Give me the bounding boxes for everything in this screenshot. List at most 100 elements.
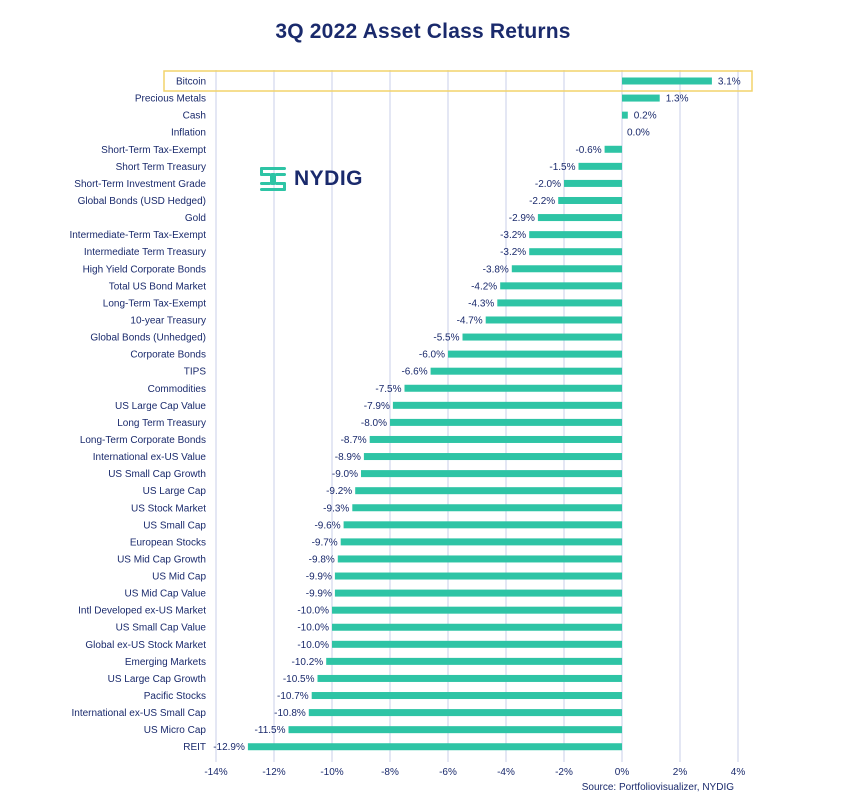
category-label: Cash (183, 111, 206, 122)
value-label: 0.0% (627, 128, 650, 139)
bar (622, 77, 712, 85)
category-label: US Mid Cap (152, 572, 206, 583)
category-label: 10-year Treasury (130, 315, 206, 326)
value-label: -10.2% (292, 657, 324, 668)
value-label: -7.5% (375, 384, 401, 395)
value-label: -6.0% (419, 350, 445, 361)
category-label: Bitcoin (176, 77, 206, 88)
bar (404, 384, 622, 392)
value-label: -11.5% (255, 725, 286, 736)
value-label: -4.2% (471, 281, 497, 292)
category-label: Global Bonds (Unhedged) (90, 333, 206, 344)
category-label: Long Term Treasury (117, 418, 206, 429)
value-label: -4.3% (468, 298, 494, 309)
category-label: US Stock Market (131, 503, 206, 514)
value-label: -3.2% (500, 247, 526, 258)
bar (332, 606, 622, 614)
bar (334, 589, 622, 597)
bar (326, 657, 622, 665)
bar (500, 282, 622, 290)
category-label: Pacific Stocks (144, 691, 206, 702)
value-label: 3.1% (718, 77, 741, 88)
category-label: US Small Cap (143, 520, 206, 531)
value-label: -10.0% (297, 606, 329, 617)
value-label: -10.8% (274, 708, 306, 719)
category-label: US Micro Cap (144, 725, 207, 736)
bar (558, 196, 622, 204)
bar (340, 538, 622, 546)
x-tick-label: 0% (615, 767, 630, 778)
value-label: 0.2% (634, 111, 657, 122)
category-label: Global ex-US Stock Market (85, 640, 206, 651)
bar (334, 572, 622, 580)
value-label: -9.3% (323, 503, 349, 514)
bar (355, 487, 622, 495)
value-label: -7.9% (364, 401, 390, 412)
category-label: European Stocks (130, 537, 206, 548)
bar (622, 94, 660, 102)
bar (332, 623, 622, 631)
value-label: -10.5% (283, 674, 315, 685)
bar (288, 726, 622, 734)
bar (352, 504, 622, 512)
bar (337, 555, 622, 563)
x-tick-label: -6% (439, 767, 457, 778)
category-label: Inflation (171, 128, 206, 139)
bar (390, 418, 622, 426)
bar (317, 674, 622, 682)
category-label: US Mid Cap Value (124, 589, 206, 600)
value-label: -9.7% (312, 537, 338, 548)
bar (361, 470, 622, 478)
value-label: -2.0% (535, 179, 561, 190)
highlight-box (163, 70, 753, 92)
category-label: Emerging Markets (125, 657, 206, 668)
value-label: -9.9% (306, 589, 332, 600)
category-label: International ex-US Value (93, 452, 207, 463)
category-label: Long-Term Tax-Exempt (103, 298, 206, 309)
category-label: US Large Cap (143, 486, 207, 497)
bar (462, 333, 622, 341)
category-label: Intl Developed ex-US Market (78, 606, 206, 617)
value-label: -10.0% (297, 640, 329, 651)
bar (247, 743, 622, 751)
category-label: REIT (183, 742, 206, 753)
value-label: -3.8% (483, 264, 509, 275)
value-label: -6.6% (401, 367, 427, 378)
value-label: -0.6% (575, 145, 601, 156)
bar (363, 453, 622, 461)
bar (529, 248, 622, 256)
category-label: Commodities (148, 384, 206, 395)
value-label: -1.5% (549, 162, 575, 173)
bar (578, 162, 622, 170)
bar (392, 401, 622, 409)
value-label: -9.2% (326, 486, 352, 497)
category-label: Short-Term Tax-Exempt (101, 145, 206, 156)
value-label: -10.7% (277, 691, 309, 702)
bar (448, 350, 622, 358)
category-label: Intermediate Term Treasury (84, 247, 206, 258)
bar (343, 521, 622, 529)
x-tick-label: -10% (320, 767, 343, 778)
value-label: -5.5% (433, 333, 459, 344)
category-label: US Small Cap Value (116, 623, 207, 634)
value-label: -8.9% (335, 452, 361, 463)
x-tick-label: 2% (673, 767, 688, 778)
x-tick-label: -2% (555, 767, 573, 778)
nydig-logo-icon (260, 167, 286, 191)
x-tick-label: -12% (262, 767, 285, 778)
category-label: High Yield Corporate Bonds (83, 264, 206, 275)
category-label: International ex-US Small Cap (71, 708, 206, 719)
bar (311, 692, 622, 700)
value-label: -9.6% (314, 520, 340, 531)
value-label: -2.2% (529, 196, 555, 207)
value-label: -3.2% (500, 230, 526, 241)
category-label: Precious Metals (135, 94, 206, 105)
category-label: Gold (185, 213, 206, 224)
bar (511, 265, 622, 273)
category-label: Corporate Bonds (130, 350, 206, 361)
nydig-logo: NYDIG (258, 164, 363, 194)
chart-title: 3Q 2022 Asset Class Returns (275, 20, 571, 43)
bar (564, 179, 622, 187)
category-label: US Mid Cap Growth (117, 554, 206, 565)
